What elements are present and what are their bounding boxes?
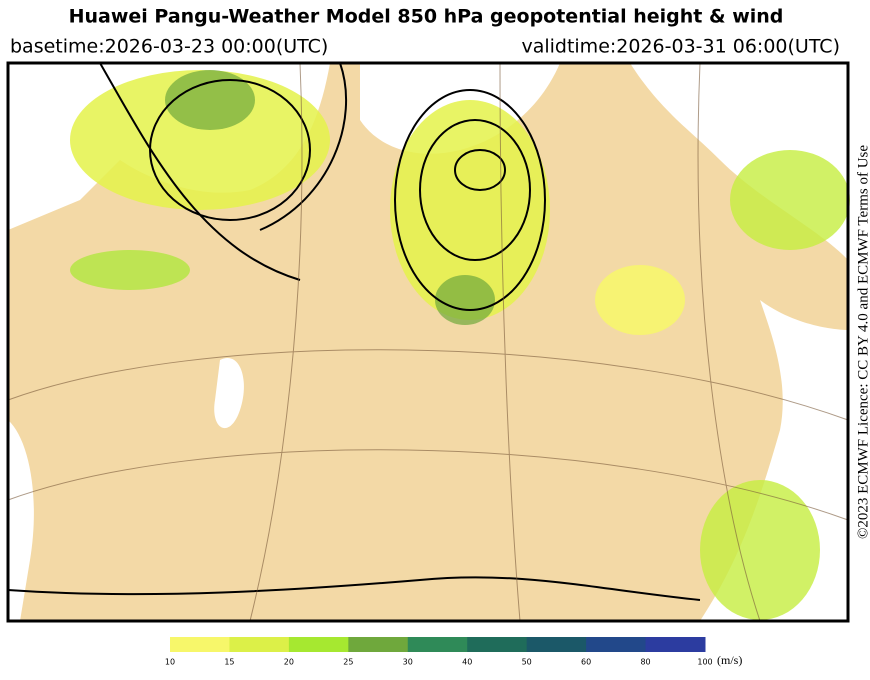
color-swatch (229, 637, 290, 652)
wind-area (730, 150, 850, 250)
colorbar: 10 15 20 25 30 40 50 60 80 100 (m/s) (165, 637, 742, 667)
wind-area (70, 70, 330, 210)
map (6, 61, 850, 623)
colorbar-unit: (m/s) (717, 653, 742, 667)
validtime: validtime:2026-03-31 06:00(UTC) (521, 36, 840, 58)
title: Huawei Pangu-Weather Model 850 hPa geopo… (69, 6, 784, 28)
colorbar-tick-label: 25 (343, 658, 353, 667)
colorbar-tick-label: 30 (403, 658, 413, 667)
wind-area (595, 265, 685, 335)
credit: ©2023 ECMWF Licence: CC BY 4.0 and ECMWF… (855, 145, 870, 539)
graticule (7, 62, 849, 622)
wind-area (435, 275, 495, 325)
colorbar-tick-label: 10 (165, 658, 175, 667)
color-swatch (586, 637, 647, 652)
colorbar-tick-label: 15 (224, 658, 234, 667)
basetime: basetime:2026-03-23 00:00(UTC) (10, 36, 328, 58)
color-swatch (170, 637, 230, 652)
wind-area (165, 70, 255, 130)
wind-area (70, 250, 190, 290)
colorbar-tick-label: 50 (522, 658, 532, 667)
color-swatch (526, 637, 587, 652)
map-frame (6, 61, 850, 623)
color-swatch (467, 637, 528, 652)
sea (8, 420, 34, 621)
colorbar-tick-label: 80 (640, 658, 650, 667)
wind-area (390, 100, 550, 320)
color-swatch (288, 637, 349, 652)
contours (7, 62, 701, 601)
color-swatch (645, 637, 706, 652)
colorbar-tick-label: 100 (697, 658, 712, 667)
wind-area (700, 480, 820, 620)
colorbar-tick-label: 60 (581, 658, 591, 667)
sea (214, 358, 244, 429)
color-swatch (348, 637, 409, 652)
colorbar-tick-label: 20 (284, 658, 294, 667)
color-swatch (407, 637, 468, 652)
colorbar-tick-label: 40 (462, 658, 472, 667)
